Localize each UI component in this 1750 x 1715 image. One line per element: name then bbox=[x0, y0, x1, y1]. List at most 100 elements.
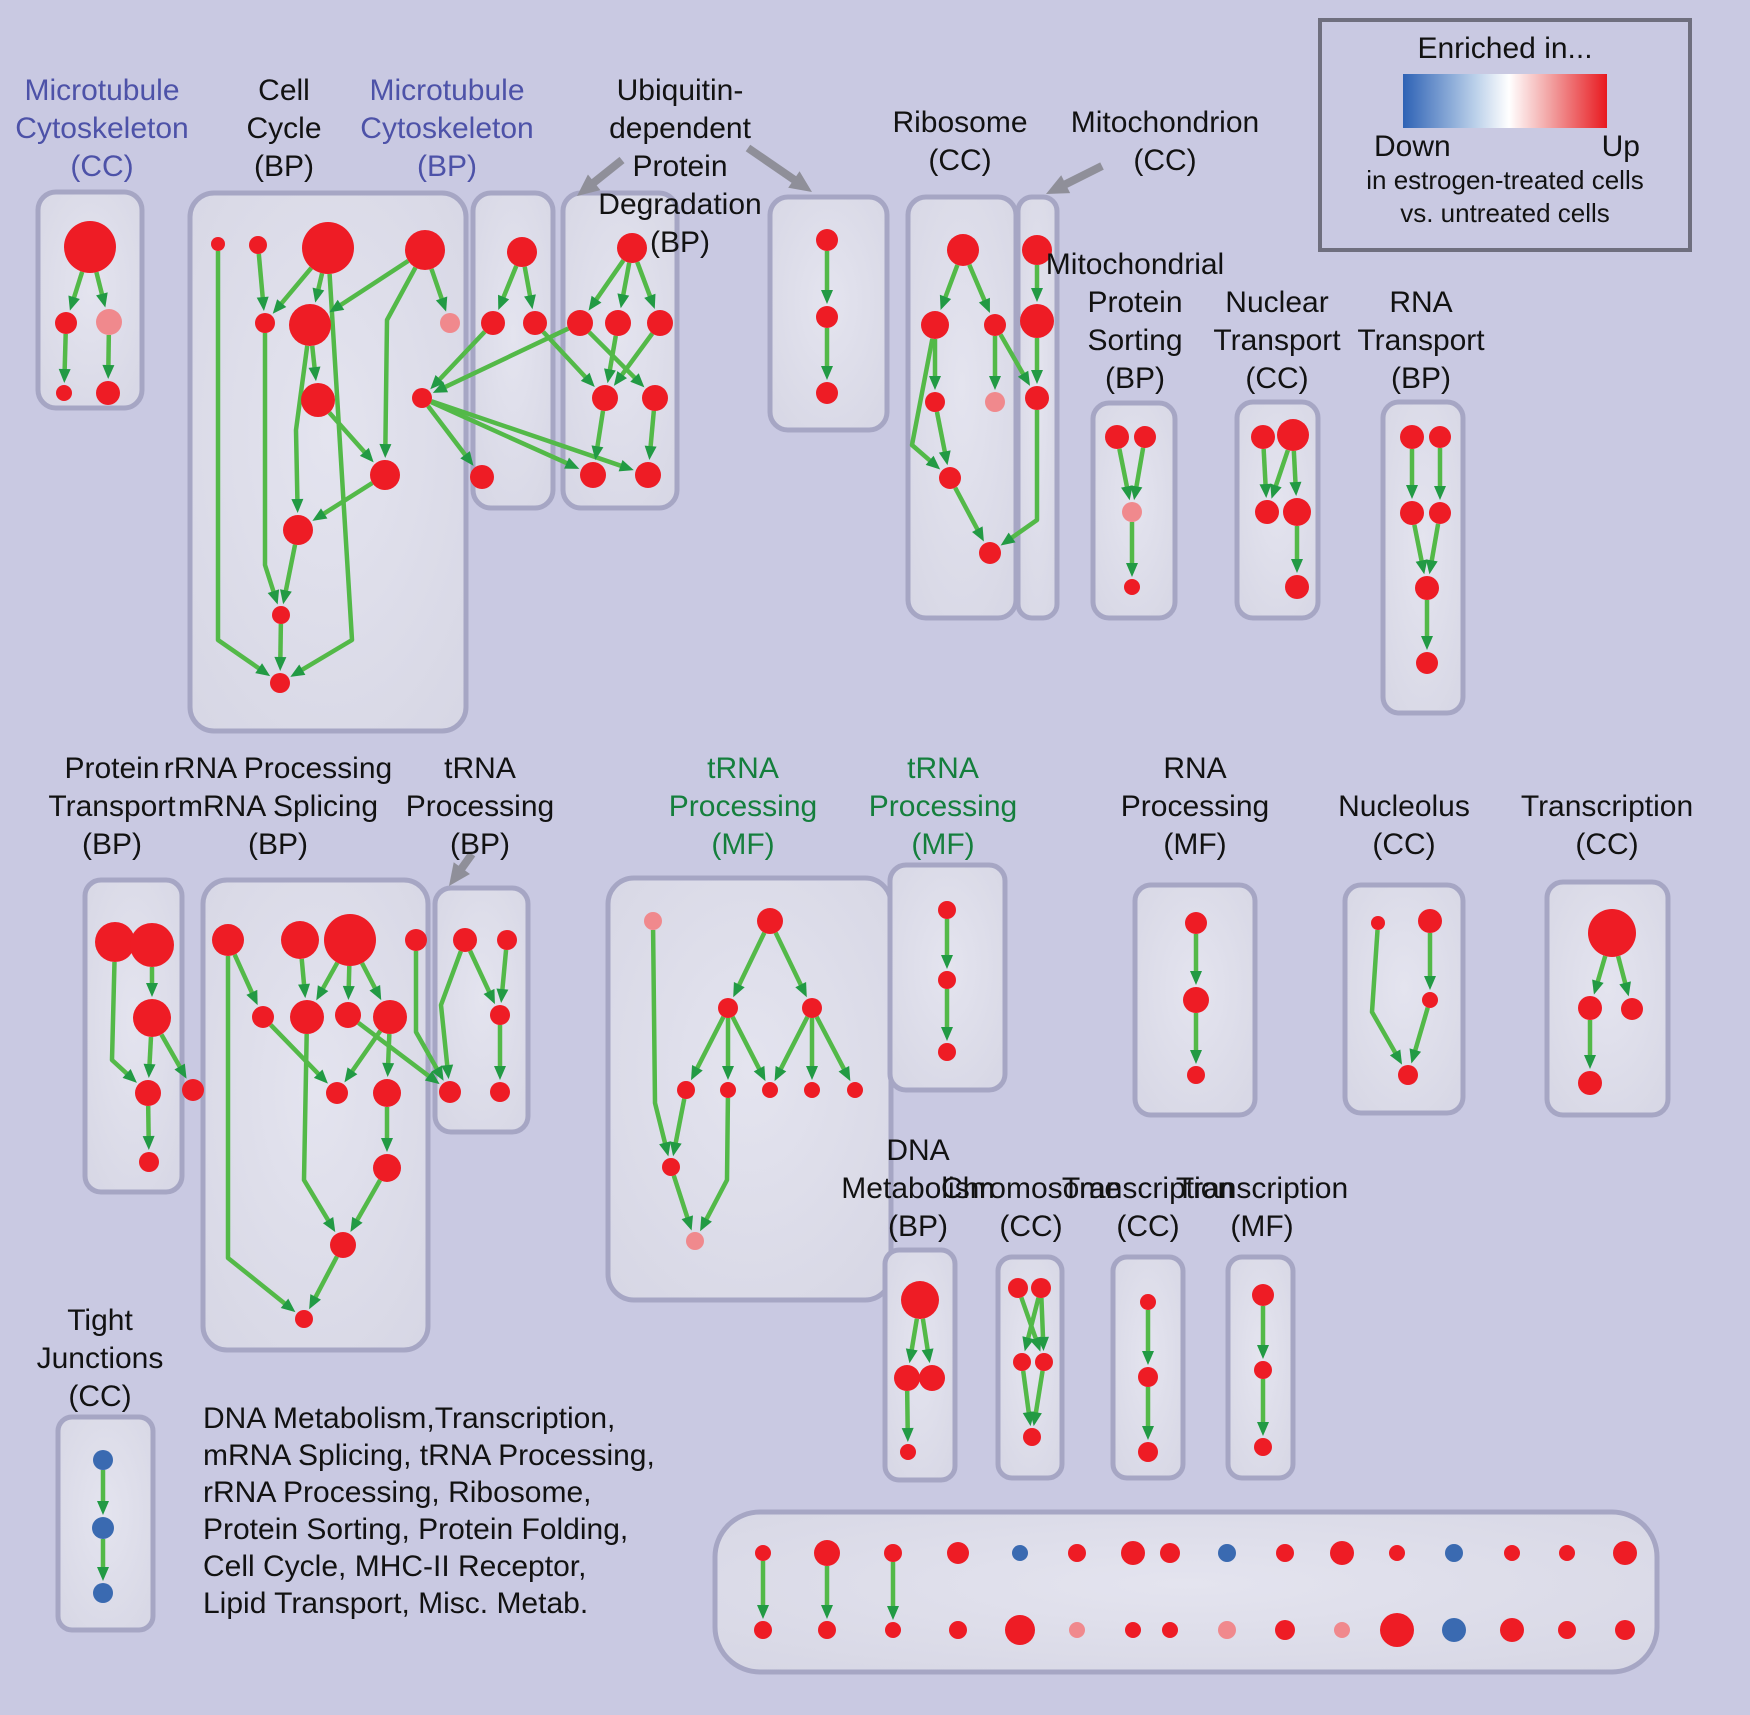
go-node-c3 bbox=[302, 222, 354, 274]
edge-E-I bbox=[269, 1023, 328, 1084]
edge-u1-u2c bbox=[635, 261, 656, 309]
label-nucleolus-cc: Nucleolus (CC) bbox=[1338, 790, 1470, 861]
arrowhead bbox=[1434, 486, 1446, 500]
go-node-J bbox=[373, 1079, 401, 1107]
edge-t3-t7 bbox=[730, 1015, 766, 1082]
arrowhead bbox=[309, 1294, 321, 1310]
arrowhead bbox=[316, 985, 329, 1001]
arrowhead bbox=[1584, 1055, 1596, 1069]
arrowhead bbox=[669, 1141, 682, 1157]
edge-a1-a2 bbox=[68, 271, 85, 311]
arrowhead bbox=[644, 445, 657, 461]
edge-j2-j4 bbox=[1434, 448, 1446, 500]
go-node-d3 bbox=[919, 1365, 945, 1391]
go-node-b1 bbox=[93, 1450, 113, 1470]
edge-u1-u2b bbox=[617, 262, 632, 309]
arrowhead bbox=[700, 1216, 712, 1232]
arrowhead bbox=[1409, 1048, 1422, 1064]
arrowhead bbox=[146, 983, 158, 997]
edge-t3-t5 bbox=[691, 1015, 726, 1081]
edge-a2-a4 bbox=[58, 333, 71, 384]
arrowhead bbox=[929, 376, 941, 390]
go-node-i1 bbox=[1251, 425, 1275, 449]
edge-t2-t4 bbox=[773, 931, 807, 998]
arrowhead bbox=[774, 1065, 787, 1082]
go-node-e3 bbox=[816, 382, 838, 404]
legend-box: Enriched in... Down Up in estrogen-treat… bbox=[1318, 18, 1692, 252]
pointer-trna-bp bbox=[449, 851, 476, 886]
arrowhead bbox=[1190, 1050, 1202, 1064]
pointer-ubiquitin-right bbox=[745, 144, 812, 192]
go-node-v1 bbox=[1371, 916, 1385, 930]
go-node-st7 bbox=[1160, 1543, 1180, 1563]
pointer-mitochondrion bbox=[1046, 162, 1104, 194]
legend-subtitle-1: in estrogen-treated cells bbox=[1366, 165, 1644, 195]
go-node-b2 bbox=[92, 1517, 114, 1539]
go-node-j2 bbox=[1429, 426, 1451, 448]
arrowhead bbox=[174, 1063, 187, 1079]
go-node-st15 bbox=[1613, 1541, 1637, 1565]
go-node-sb5 bbox=[1069, 1622, 1085, 1638]
go-node-m1 bbox=[481, 311, 505, 335]
arrowhead bbox=[272, 299, 287, 314]
go-node-g2 bbox=[1020, 304, 1054, 338]
edge-t2-t3 bbox=[733, 931, 767, 998]
go-node-k3 bbox=[1254, 1438, 1272, 1456]
go-node-t1 bbox=[644, 912, 662, 930]
arrowhead bbox=[838, 1065, 851, 1082]
arrowhead bbox=[1036, 1336, 1049, 1352]
arrowhead bbox=[1121, 485, 1133, 501]
label-ubiquitin-degradation-bp: Ubiquitin- dependent Protein Degradation… bbox=[598, 74, 762, 259]
edge-t5-t10 bbox=[669, 1098, 687, 1157]
edge-c10-c11 bbox=[312, 481, 374, 521]
edge-g1-g2 bbox=[1031, 265, 1043, 302]
arrowhead bbox=[267, 589, 280, 605]
go-node-h1 bbox=[1105, 425, 1129, 449]
go-node-sb15 bbox=[1615, 1620, 1635, 1640]
go-node-d1 bbox=[901, 1281, 939, 1319]
go-node-B bbox=[281, 921, 319, 959]
edge-v3-v4 bbox=[1409, 1007, 1430, 1064]
go-node-c4 bbox=[405, 230, 445, 270]
go-node-c13 bbox=[270, 673, 290, 693]
go-node-c2 bbox=[249, 236, 267, 254]
edge-t4-t9 bbox=[814, 1015, 851, 1082]
go-node-p4 bbox=[135, 1080, 161, 1106]
edge-h1-h3 bbox=[1117, 448, 1133, 501]
edge-y2-y3 bbox=[1022, 1297, 1041, 1352]
edge-p1-p4 bbox=[109, 961, 137, 1083]
edge-C-G bbox=[342, 965, 355, 1001]
go-node-b3 bbox=[93, 1583, 113, 1603]
go-node-u2c bbox=[647, 310, 673, 336]
edge-w1-w2 bbox=[1190, 934, 1202, 985]
go-node-u1 bbox=[617, 233, 647, 263]
go-node-q3 bbox=[490, 1005, 510, 1025]
go-node-st9 bbox=[1276, 1544, 1294, 1562]
edge-A-M bbox=[225, 956, 296, 1313]
arrowhead bbox=[1130, 485, 1143, 501]
arrowhead bbox=[580, 372, 595, 388]
edge-p3-p4 bbox=[143, 1036, 156, 1079]
go-node-u4b bbox=[635, 462, 661, 488]
go-node-y4 bbox=[1035, 1353, 1053, 1371]
arrowhead bbox=[524, 294, 536, 310]
edge-c8-mb bbox=[426, 404, 474, 466]
arrowhead bbox=[1259, 483, 1272, 499]
arrowhead bbox=[1389, 1049, 1403, 1065]
arrowhead bbox=[143, 1063, 156, 1079]
go-node-p5 bbox=[182, 1079, 204, 1101]
edge-i2-i4 bbox=[1289, 450, 1302, 497]
edge-z2-z3 bbox=[1142, 1387, 1154, 1440]
label-cell-cycle-bp: Cell Cycle (BP) bbox=[246, 74, 322, 183]
arrowhead bbox=[1421, 636, 1433, 650]
arrowhead bbox=[322, 1217, 336, 1233]
go-node-u2a bbox=[567, 310, 593, 336]
go-node-s1 bbox=[938, 901, 956, 919]
arrowhead bbox=[1406, 485, 1418, 499]
arrowhead bbox=[588, 295, 602, 311]
arrowhead bbox=[1592, 979, 1604, 995]
edge-j3-j5 bbox=[1412, 524, 1428, 575]
edge-c3-c6 bbox=[312, 272, 325, 303]
go-node-x4 bbox=[1578, 1071, 1602, 1095]
edge-i2-i3 bbox=[1270, 449, 1291, 499]
